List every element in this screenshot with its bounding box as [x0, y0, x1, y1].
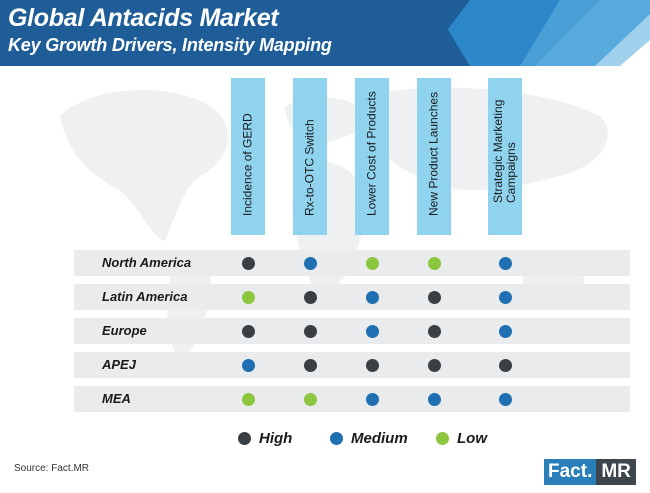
intensity-dot-medium — [498, 290, 512, 304]
table-row — [74, 386, 630, 412]
intensity-dot-high — [427, 290, 441, 304]
column-header-4: New Product Launches — [417, 78, 451, 235]
chart-subtitle: Key Growth Drivers, Intensity Mapping — [8, 35, 332, 55]
intensity-dot-low — [427, 256, 441, 270]
row-label: Latin America — [102, 289, 188, 304]
intensity-dot-high — [303, 290, 317, 304]
intensity-dot-high — [427, 358, 441, 372]
intensity-dot-high — [427, 324, 441, 338]
chart-title: Global Antacids Market — [8, 4, 279, 32]
legend-high-dot — [238, 432, 251, 445]
intensity-dot-medium — [498, 256, 512, 270]
intensity-dot-medium — [498, 392, 512, 406]
column-header-2: Rx-to-OTC Switch — [293, 78, 327, 235]
logo-right-text: MR — [596, 459, 636, 485]
row-label: Europe — [102, 323, 147, 338]
legend-low-dot — [436, 432, 449, 445]
table-row — [74, 250, 630, 276]
legend-medium-label: Medium — [351, 430, 408, 447]
intensity-dot-high — [241, 324, 255, 338]
intensity-dot-high — [241, 256, 255, 270]
intensity-dot-medium — [365, 324, 379, 338]
column-header-3: Lower Cost of Products — [355, 78, 389, 235]
table-row — [74, 352, 630, 378]
row-label: APEJ — [102, 357, 136, 372]
legend-high-label: High — [259, 430, 293, 447]
column-header-label: Incidence of GERD — [240, 113, 255, 216]
table-row — [74, 318, 630, 344]
column-header-label: Lower Cost of Products — [364, 91, 379, 216]
intensity-dot-high — [303, 324, 317, 338]
intensity-dot-medium — [498, 324, 512, 338]
row-label: MEA — [102, 391, 131, 406]
legend: High Medium Low — [0, 430, 650, 454]
column-header-5: Strategic Marketing Campaigns — [488, 78, 522, 235]
legend-medium-dot — [330, 432, 343, 445]
intensity-dot-low — [303, 392, 317, 406]
row-label: North America — [102, 255, 192, 270]
column-header-label: Rx-to-OTC Switch — [302, 119, 317, 216]
intensity-dot-medium — [365, 290, 379, 304]
legend-item-medium: Medium — [330, 430, 408, 447]
intensity-dot-medium — [303, 256, 317, 270]
title-banner: Global Antacids Market Key Growth Driver… — [0, 0, 650, 66]
intensity-dot-high — [303, 358, 317, 372]
intensity-dot-low — [241, 290, 255, 304]
factmr-logo: Fact. MR — [544, 459, 636, 485]
logo-left-text: Fact. — [544, 459, 597, 485]
intensity-dot-low — [241, 392, 255, 406]
intensity-dot-high — [365, 358, 379, 372]
banner-background — [0, 0, 650, 66]
column-header-label: Strategic Marketing Campaigns — [491, 99, 518, 203]
table-row — [74, 284, 630, 310]
intensity-dot-high — [498, 358, 512, 372]
intensity-dot-medium — [241, 358, 255, 372]
legend-item-low: Low — [436, 430, 487, 447]
source-note: Source: Fact.MR — [14, 463, 90, 474]
intensity-dot-medium — [427, 392, 441, 406]
intensity-dot-low — [365, 256, 379, 270]
legend-low-label: Low — [457, 430, 487, 447]
legend-item-high: High — [238, 430, 292, 447]
column-header-1: Incidence of GERD — [231, 78, 265, 235]
intensity-dot-medium — [365, 392, 379, 406]
column-header-label: New Product Launches — [426, 91, 441, 216]
